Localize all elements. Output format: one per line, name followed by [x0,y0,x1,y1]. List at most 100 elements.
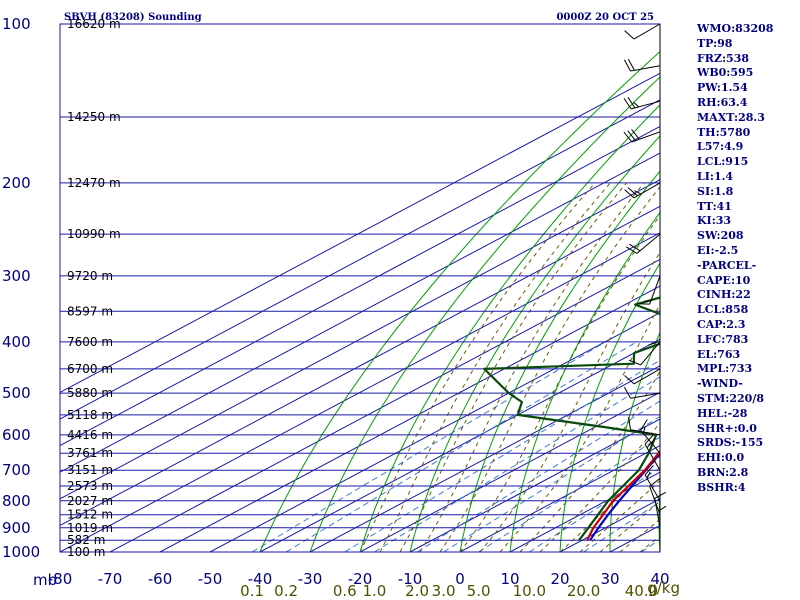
chart-title: SBVH (83208) Sounding [64,12,202,23]
wind-barb-flag [627,58,635,71]
wind-barb [654,491,667,528]
index-13: KI:33 [697,214,732,228]
wind-barb-flag [623,98,632,110]
height-label: 14250 m [67,110,121,124]
height-label: 2573 m [67,479,113,493]
temperature-labels: -80 -70 -60 -50 -40 -30 -20 -10 0 10 20 30 40 [48,570,670,588]
wind-barb-staff [640,429,661,454]
temperature-tick-label: -50 [198,570,223,588]
height-label: 4416 m [67,428,113,442]
wind-barb-staff [644,443,661,471]
wind-barb [628,341,661,366]
wind-barb [644,434,661,471]
pressure-labels: 100 200 300 400 500 600 700 800 900 1000 [2,15,40,561]
mixing-ratio-label: 0.2 [274,582,298,600]
wind-barb-flag [654,491,667,499]
mixing-ratio-line [529,467,660,552]
wind-barb-staff [630,429,661,436]
dry-adiabat [459,170,660,552]
isotherm-line [309,365,660,552]
wind-barb [624,23,661,40]
pressure-axis-label: mb [33,571,57,589]
isotherm-line [159,285,660,552]
temperature-tick-label: 30 [600,570,619,588]
height-label: 16620 m [67,17,121,31]
index-25: STM:220/8 [697,391,764,405]
wind-barb-flag [642,426,646,434]
mixing-ratio-label: 0.6 [333,582,357,600]
dewpoint-line [483,296,660,541]
isotherm-line [60,179,660,500]
temperature-tick-label: -10 [398,570,423,588]
wind-barb [623,129,661,143]
wind-barb-flag [627,97,636,109]
index-29: EHI:0.0 [697,451,745,465]
wind-barb-flag [644,465,654,476]
pressure-label: 600 [2,426,31,444]
pressure-label: 200 [2,174,31,192]
index-20: CAP:2.3 [697,317,746,331]
wind-barb [659,505,667,541]
height-label: 100 m [67,545,105,559]
isotherm-line [60,99,660,420]
wind-barb-flag [632,101,640,108]
wind-barb [647,311,661,346]
wind-barb-flag [623,386,631,399]
isotherm-line [60,72,660,393]
index-9: LCL:915 [697,155,749,169]
pressure-label: 1000 [2,543,40,561]
dry-adiabat [359,104,660,552]
dry-adiabat [609,331,660,552]
index-16: -PARCEL- [697,258,757,272]
height-label: 2027 m [67,494,113,508]
mixing-ratio-line [251,341,606,552]
isotherm-lines [60,72,660,552]
wind-barb [625,233,661,254]
index-0: WMO:83208 [697,22,774,35]
wind-barb [628,417,661,436]
mixing-ratio-label: 2.0 [405,582,429,600]
wind-barb [637,275,661,305]
index-11: SI:1.8 [697,184,734,198]
wind-barb [624,182,661,199]
index-26: HEL:-28 [697,406,748,420]
mixing-ratio-label: 10.0 [513,582,546,600]
height-label: 3761 m [67,446,113,460]
wind-barb-staff [630,100,661,110]
temperature-line [586,450,660,541]
dry-adiabat [509,211,660,552]
mixing-ratio-line [583,501,660,552]
wind-barb-staff [654,498,661,528]
wind-barb-staff [636,233,661,254]
index-15: EI:-2.5 [697,243,739,257]
wind-barb-flag [625,246,638,254]
index-27: SHR+:0.0 [697,421,757,435]
height-label: 9720 m [67,269,113,283]
index-30: BRN:2.8 [697,465,749,479]
pressure-label: 800 [2,492,31,510]
wind-barb [623,386,661,399]
wind-barb-flag [646,437,656,449]
wind-barb-flag [628,417,631,430]
plot-area [60,24,660,552]
wind-barb-flag [629,243,641,252]
mixing-ratio-line [443,415,660,552]
isotherm-line [60,125,660,447]
pressure-label: 300 [2,267,31,285]
index-4: PW:1.54 [697,81,748,95]
dry-adiabat [259,50,660,552]
wind-barb-flag [659,505,667,511]
height-label: 582 m [67,533,105,547]
dry-adiabat-lines [259,50,660,552]
temperature-tick-label: 40 [650,570,669,588]
height-label: 10990 m [67,227,121,241]
index-18: CINH:22 [697,288,751,302]
height-label: 3151 m [67,463,113,477]
temperature-tick-label: 0 [455,570,465,588]
index-8: L57:4.9 [697,140,744,154]
moist-adiabat [579,479,660,552]
wind-barb-flag [644,434,654,445]
wind-barb-flag [647,340,661,346]
